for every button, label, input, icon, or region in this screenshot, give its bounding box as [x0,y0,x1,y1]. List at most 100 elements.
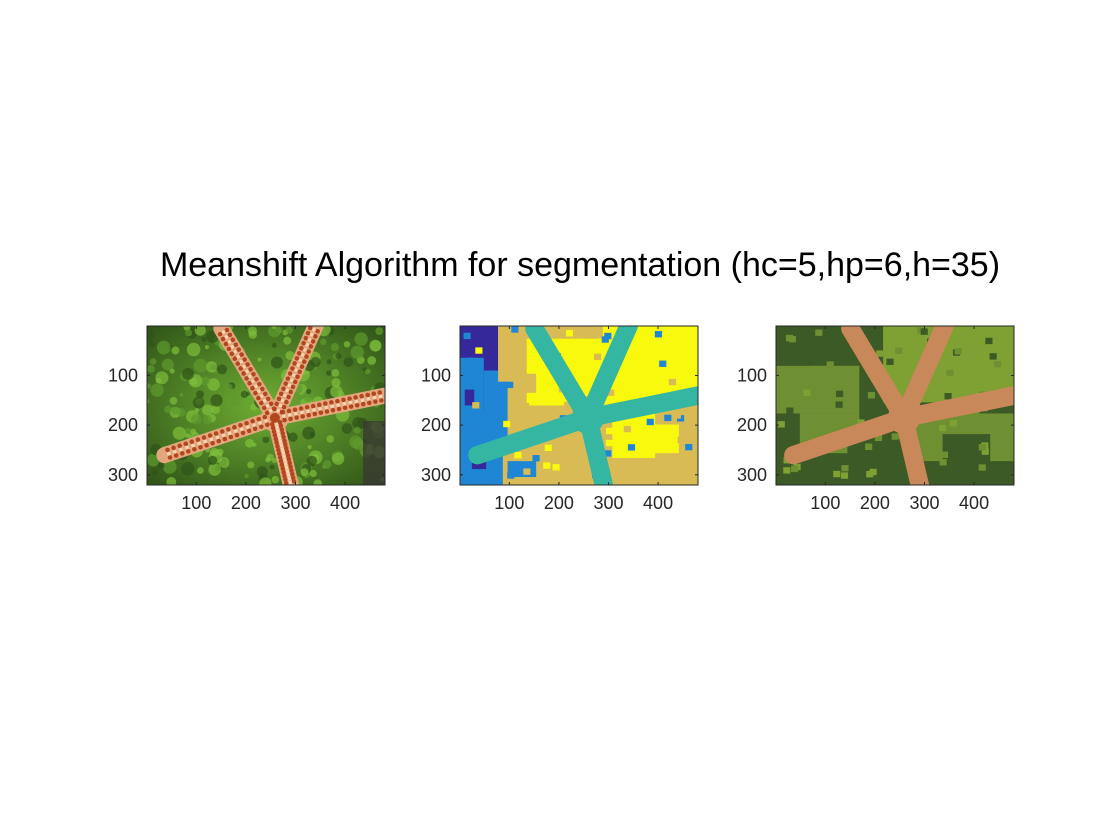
x-tick-label: 400 [643,493,673,513]
starfish-spot [256,395,261,401]
starfish-spot [289,468,294,473]
axis-ticks: 100 200 300 400 100 200 300 [108,326,385,513]
starfish-bump [300,353,305,357]
starfish-spot [246,428,252,434]
starfish-bump [354,399,359,404]
mean-color-region [815,329,823,336]
algae-blob [353,426,361,434]
segment-label-image [460,326,698,485]
label-region [507,472,515,479]
y-tick-label: 100 [737,365,767,385]
starfish-bump [360,398,365,402]
segment-mean-image [776,326,1014,485]
mean-color-region [865,443,873,450]
starfish-bump [303,348,307,352]
starfish-spot [365,392,370,398]
starfish-spot [192,446,197,452]
starfish-bump [309,332,314,337]
label-region [629,368,637,375]
algae-blob [207,455,218,465]
label-region [673,412,681,419]
label-region [544,444,552,452]
mean-color-region [835,401,843,408]
algae-blob [185,433,191,439]
starfish-bump [281,414,286,418]
starfish-spot [242,357,247,362]
starfish-bump [277,432,281,437]
starfish-bump [280,447,285,451]
mean-color-region [949,420,957,427]
algae-blob [201,336,207,343]
starfish-spot [292,407,298,413]
starfish-bump [173,449,177,454]
starfish-segment-arm [578,326,638,428]
algae-blob [161,358,174,371]
mean-color-region [969,369,977,376]
algae-blob [149,358,157,365]
starfish-bump [257,389,261,393]
mean-color-region [874,434,883,442]
mean-color-region [972,409,980,416]
starfish-segment-center [887,401,921,435]
algae-blob [181,462,195,476]
algae-blob [307,444,312,450]
starfish-spot [290,384,296,390]
starfish-bump [275,425,279,429]
label-region [558,343,566,350]
x-tick-label: 100 [494,493,524,513]
algae-blob [309,432,316,438]
algae-blob [171,406,179,414]
starfish-bump [230,345,235,349]
starfish-bump [330,404,334,409]
starfish-arm [156,409,283,464]
starfish-spot [360,401,366,407]
algae-blob [341,423,353,434]
starfish-spot [235,361,241,366]
starfish-spot [277,420,283,425]
starfish-spot [258,424,264,430]
starfish-bump [221,433,226,438]
algae-blob [156,340,171,355]
y-tick-label: 200 [737,415,767,435]
starfish-spot [354,402,360,408]
starfish-bump [166,451,171,456]
algae-blob [147,331,155,342]
starfish-spot [268,401,274,407]
starfish-bump [248,374,252,379]
starfish-bump [318,406,322,411]
starfish-bump [287,476,292,481]
algae-blob [200,376,210,386]
original-image [147,326,385,485]
label-region [515,342,524,349]
algae-blob [349,435,363,449]
starfish-spot [347,396,352,401]
starfish-spot [261,405,267,411]
starfish-spot [286,394,291,400]
label-region [650,424,679,454]
starfish-bump [312,327,316,332]
starfish-spot [232,425,237,430]
algae-blob [149,341,155,348]
starfish-spot [233,342,239,348]
algae-blob [214,465,221,472]
y-tick-label: 300 [737,465,767,485]
starfish-bump [252,423,256,427]
starfish-spot [240,430,246,436]
starfish-bump [209,437,214,442]
algae-blob [190,428,197,435]
starfish [156,326,385,485]
mean-color-region [777,421,785,428]
starfish-bump [278,403,283,408]
starfish-bump [372,395,377,400]
starfish-spot [379,398,384,403]
starfish-bump [203,439,208,444]
label-region [668,378,676,386]
algae-blob [322,464,327,469]
mean-color-region [776,365,860,414]
label-region [518,369,526,376]
mean-color-region [859,371,867,379]
starfish-spot [280,431,286,436]
starfish-spot [377,390,383,395]
mean-color-region [895,347,903,354]
mean-color-region [841,465,849,472]
